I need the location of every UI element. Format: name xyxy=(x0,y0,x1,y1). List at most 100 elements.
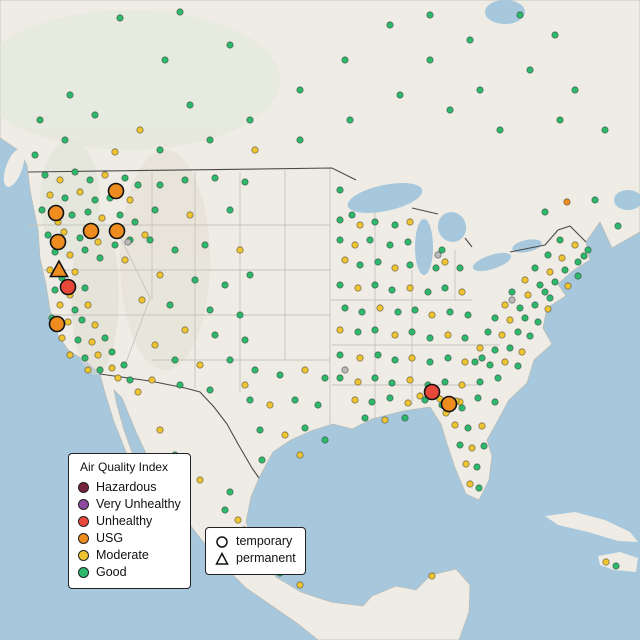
station-dot xyxy=(404,399,412,407)
legend-item-good: Good xyxy=(78,564,181,581)
station-dot xyxy=(296,136,304,144)
marker-legend-items: temporary permanent xyxy=(215,533,296,567)
station-dot xyxy=(131,218,139,226)
station-dot xyxy=(476,378,484,386)
large-station-marker-circle xyxy=(48,315,66,333)
aqi-legend: Air Quality Index Hazardous Very Unhealth… xyxy=(68,453,191,589)
station-dot xyxy=(396,91,404,99)
station-dot xyxy=(38,206,46,214)
station-dot xyxy=(401,414,409,422)
station-dot xyxy=(491,346,499,354)
legend-swatch-unhealthy xyxy=(78,516,89,527)
station-dot xyxy=(116,211,124,219)
station-dot xyxy=(41,171,49,179)
vancouver-island xyxy=(3,149,25,187)
station-dot xyxy=(66,91,74,99)
large-station-marker-circle xyxy=(49,233,67,251)
station-dot xyxy=(388,286,396,294)
station-dot xyxy=(71,268,79,276)
station-dot xyxy=(151,206,159,214)
station-dot xyxy=(51,286,59,294)
station-dot xyxy=(81,354,89,362)
station-dot xyxy=(341,56,349,64)
station-dot xyxy=(464,424,472,432)
station-dot xyxy=(571,86,579,94)
station-dot xyxy=(371,281,379,289)
station-dot xyxy=(76,234,84,242)
station-dot xyxy=(86,176,94,184)
station-dot xyxy=(475,484,483,492)
station-dot xyxy=(246,271,254,279)
station-dot xyxy=(580,252,588,260)
station-dot xyxy=(151,341,159,349)
station-dot xyxy=(258,456,266,464)
station-dot xyxy=(406,284,414,292)
station-dot xyxy=(341,366,349,374)
station-dot xyxy=(44,231,52,239)
large-station-marker-triangle xyxy=(49,259,69,278)
station-dot xyxy=(524,291,532,299)
station-dot xyxy=(256,426,264,434)
station-dot xyxy=(176,8,184,16)
station-dot xyxy=(544,251,552,259)
station-dot xyxy=(126,376,134,384)
station-dot xyxy=(366,236,374,244)
station-dot xyxy=(406,376,414,384)
station-dot xyxy=(458,381,466,389)
station-dot xyxy=(101,171,109,179)
station-dot xyxy=(466,36,474,44)
station-dot xyxy=(206,386,214,394)
station-dot xyxy=(508,288,516,296)
station-dot xyxy=(121,174,129,182)
large-station-marker-circle xyxy=(107,182,125,200)
station-dot xyxy=(461,334,469,342)
lake-erie xyxy=(472,252,512,272)
station-dot xyxy=(556,116,564,124)
station-dot xyxy=(426,334,434,342)
legend-label: Very Unhealthy xyxy=(96,497,181,511)
station-dot xyxy=(531,301,539,309)
station-dot xyxy=(351,241,359,249)
station-dot xyxy=(211,331,219,339)
station-dot xyxy=(96,366,104,374)
station-dot xyxy=(141,231,149,239)
station-dot xyxy=(444,331,452,339)
station-dot xyxy=(56,301,64,309)
station-dot xyxy=(61,194,69,202)
station-dot xyxy=(474,394,482,402)
legend-item-hazardous: Hazardous xyxy=(78,479,181,496)
station-dot xyxy=(301,424,309,432)
station-dot xyxy=(386,394,394,402)
station-dot xyxy=(371,218,379,226)
marker-legend-item-permanent: permanent xyxy=(215,550,296,567)
station-dot xyxy=(526,66,534,74)
station-dot xyxy=(321,374,329,382)
station-dot xyxy=(441,378,449,386)
lake-huron xyxy=(437,212,467,242)
station-dot xyxy=(181,176,189,184)
station-dot xyxy=(471,358,479,366)
station-dot xyxy=(61,136,69,144)
legend-item-usg: USG xyxy=(78,530,181,547)
station-dot xyxy=(91,196,99,204)
large-station-marker-circle xyxy=(47,204,65,222)
station-dot xyxy=(276,371,284,379)
station-dot xyxy=(406,218,414,226)
station-dot xyxy=(391,264,399,272)
station-dot xyxy=(120,361,128,369)
us-canada-border xyxy=(27,167,587,253)
station-dot xyxy=(336,374,344,382)
station-dot xyxy=(438,246,446,254)
station-dot xyxy=(456,264,464,272)
cuba-island xyxy=(545,512,638,542)
station-dot xyxy=(171,356,179,364)
station-dot xyxy=(388,379,396,387)
station-dot xyxy=(146,236,154,244)
station-dot xyxy=(434,251,442,259)
station-dot xyxy=(46,191,54,199)
station-dot xyxy=(291,396,299,404)
station-dot xyxy=(166,301,174,309)
station-dot xyxy=(391,221,399,229)
station-dot xyxy=(226,41,234,49)
station-dot xyxy=(186,101,194,109)
